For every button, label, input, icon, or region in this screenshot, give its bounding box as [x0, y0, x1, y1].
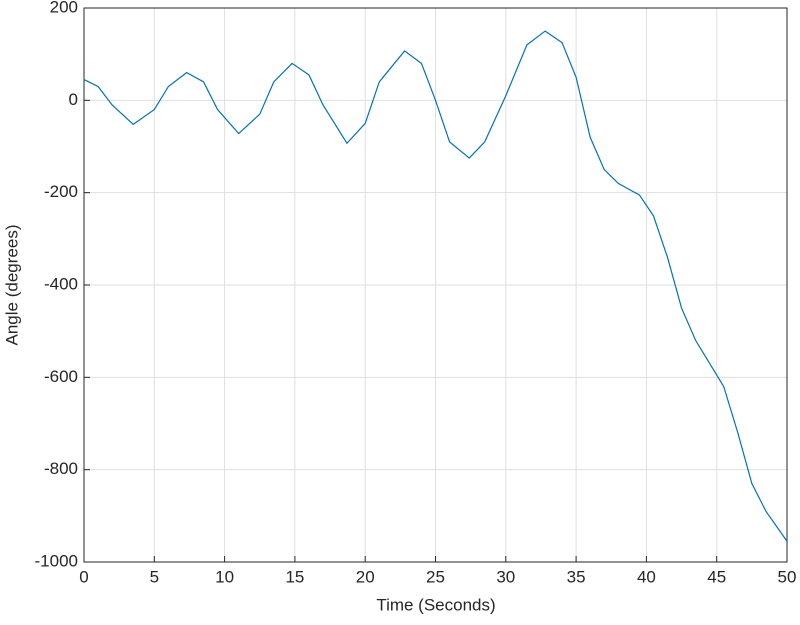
y-tick-label: -400 — [44, 274, 78, 293]
y-tick-label: 200 — [50, 0, 78, 16]
x-tick-label: 0 — [79, 567, 88, 586]
x-tick-label: 40 — [637, 567, 656, 586]
x-tick-label: 15 — [285, 567, 304, 586]
x-tick-label: 50 — [778, 567, 797, 586]
y-tick-label: -800 — [44, 459, 78, 478]
x-tick-label: 25 — [426, 567, 445, 586]
axes-box — [83, 7, 788, 563]
x-tick-label: 35 — [567, 567, 586, 586]
x-tick-label: 5 — [150, 567, 159, 586]
y-tick-label: -600 — [44, 367, 78, 386]
x-tick-label: 45 — [707, 567, 726, 586]
x-tick-label: 10 — [215, 567, 234, 586]
y-tick-label: -1000 — [35, 551, 78, 570]
x-tick-label: 30 — [496, 567, 515, 586]
x-axis-label: Time (Seconds) — [376, 595, 495, 614]
y-tick-label: -200 — [44, 182, 78, 201]
y-axis-label: Angle (degrees) — [2, 225, 21, 346]
x-tick-label: 20 — [356, 567, 375, 586]
y-tick-label: 0 — [69, 90, 78, 109]
line — [83, 30, 788, 542]
